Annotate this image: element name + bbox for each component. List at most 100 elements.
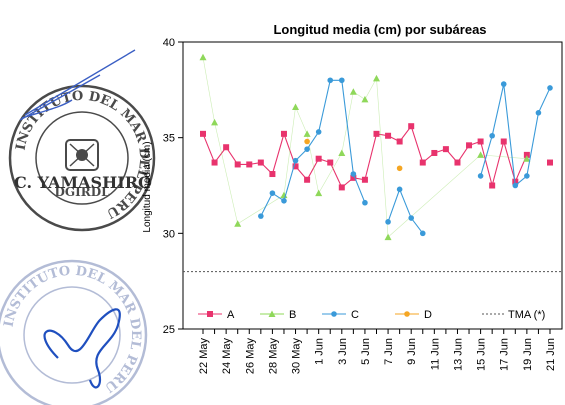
signature-stroke-bottom xyxy=(43,308,121,389)
data-point-C xyxy=(489,132,495,139)
stamp-inner-ring xyxy=(35,111,129,205)
data-point-A xyxy=(489,182,496,189)
plot-area: 25 30 35 40 22 May 24 May 26 May 28 May 30 May 1 … xyxy=(163,37,563,375)
legend-label: C xyxy=(351,309,359,321)
data-point-A xyxy=(442,146,449,153)
data-point-A xyxy=(304,176,311,183)
x-tick-label: 17 Jun xyxy=(499,338,511,371)
data-point-A xyxy=(466,142,473,149)
data-point-B xyxy=(477,151,485,158)
data-point-A xyxy=(431,149,438,156)
data-point-A xyxy=(385,132,392,139)
data-point-C xyxy=(408,215,415,221)
y-axis-label: Longitud media (cm) xyxy=(142,141,153,232)
y-tick-label: 40 xyxy=(163,37,175,49)
data-point-A xyxy=(200,130,206,137)
y-tick-label: 30 xyxy=(163,228,175,240)
data-point-A xyxy=(246,161,253,168)
data-point-A xyxy=(477,138,484,145)
data-point-C xyxy=(385,219,391,225)
signature-stroke-top xyxy=(19,49,136,121)
data-point-A xyxy=(315,155,322,162)
y-tick-label: 35 xyxy=(163,133,175,145)
data-point-B xyxy=(338,149,346,156)
chart-title: Longitud media (cm) por subáreas xyxy=(273,22,486,37)
data-point-C xyxy=(339,77,345,84)
data-point-A xyxy=(408,123,415,130)
data-point-A xyxy=(269,171,276,178)
data-point-C xyxy=(327,77,334,84)
data-point-B xyxy=(349,88,357,95)
data-point-B xyxy=(384,233,392,241)
x-tick-label: 9 Jun xyxy=(406,338,418,365)
series-line-C xyxy=(260,79,366,217)
data-point-A xyxy=(373,130,380,137)
data-point-C xyxy=(315,129,322,135)
x-tick-label: 30 May xyxy=(291,338,303,375)
data-point-C xyxy=(258,213,264,219)
stamp-outer-ring-bottom xyxy=(0,259,148,405)
x-tick-label: 7 Jun xyxy=(383,338,395,365)
data-point-B xyxy=(234,220,242,227)
data-point-A xyxy=(419,159,426,166)
data-point-B xyxy=(303,130,311,137)
data-point-A xyxy=(361,176,368,183)
data-point-C xyxy=(281,198,287,204)
legend-label: B xyxy=(289,309,296,321)
data-point-A xyxy=(338,184,345,191)
legend-label: A xyxy=(227,309,235,321)
plot-frame xyxy=(182,41,563,330)
data-point-C xyxy=(524,173,530,179)
data-point-D xyxy=(404,311,410,317)
data-point-A xyxy=(257,159,264,166)
stamp-inner-ring-bottom xyxy=(23,286,121,384)
data-point-A xyxy=(454,159,461,166)
data-point-B xyxy=(373,74,380,82)
data-point-C xyxy=(477,173,484,179)
data-point-C xyxy=(331,311,337,317)
x-tick-label: 24 May xyxy=(221,338,233,375)
data-point-A xyxy=(292,163,299,170)
data-point-B xyxy=(361,95,369,103)
data-point-A xyxy=(396,138,403,145)
data-point-A xyxy=(350,174,357,181)
data-point-B xyxy=(292,103,300,111)
data-point-B xyxy=(211,118,219,126)
data-point-B xyxy=(268,310,276,317)
data-point-D xyxy=(304,138,310,145)
x-tick-label: 11 Jun xyxy=(429,338,441,370)
data-point-B xyxy=(523,155,531,162)
data-point-A xyxy=(280,130,287,137)
x-tick-label: 5 Jun xyxy=(360,338,372,365)
series-line-C xyxy=(387,187,424,234)
coat-of-arms-icon xyxy=(65,139,99,171)
data-point-B xyxy=(315,189,323,197)
data-point-A xyxy=(523,151,530,158)
data-point-A xyxy=(547,159,553,166)
stamp-inner-text: DGIRDL xyxy=(54,185,110,199)
data-point-C xyxy=(535,109,542,116)
legend-label: TMA (*) xyxy=(508,309,545,321)
x-tick-label: 22 May xyxy=(198,338,210,375)
stamp-outer-ring xyxy=(8,84,156,232)
stamp-name: C. YAMASHIRO xyxy=(14,173,152,192)
data-point-A xyxy=(327,159,334,166)
legend-label: D xyxy=(424,309,432,321)
data-point-C xyxy=(419,230,426,237)
data-point-C xyxy=(512,182,519,189)
x-tick-label: 15 Jun xyxy=(476,338,488,371)
data-point-B xyxy=(199,53,207,61)
x-tick-label: 13 Jun xyxy=(452,338,464,371)
x-tick-label: 21 Jun xyxy=(545,338,557,371)
data-point-C xyxy=(269,190,276,196)
x-tick-label: 19 Jun xyxy=(522,338,534,371)
y-tick-label: 25 xyxy=(163,324,175,336)
data-point-C xyxy=(350,171,357,177)
data-point-A xyxy=(211,159,218,166)
data-point-C xyxy=(292,157,299,164)
data-point-A xyxy=(223,144,230,151)
data-point-D xyxy=(396,165,403,172)
data-point-C xyxy=(500,81,507,87)
